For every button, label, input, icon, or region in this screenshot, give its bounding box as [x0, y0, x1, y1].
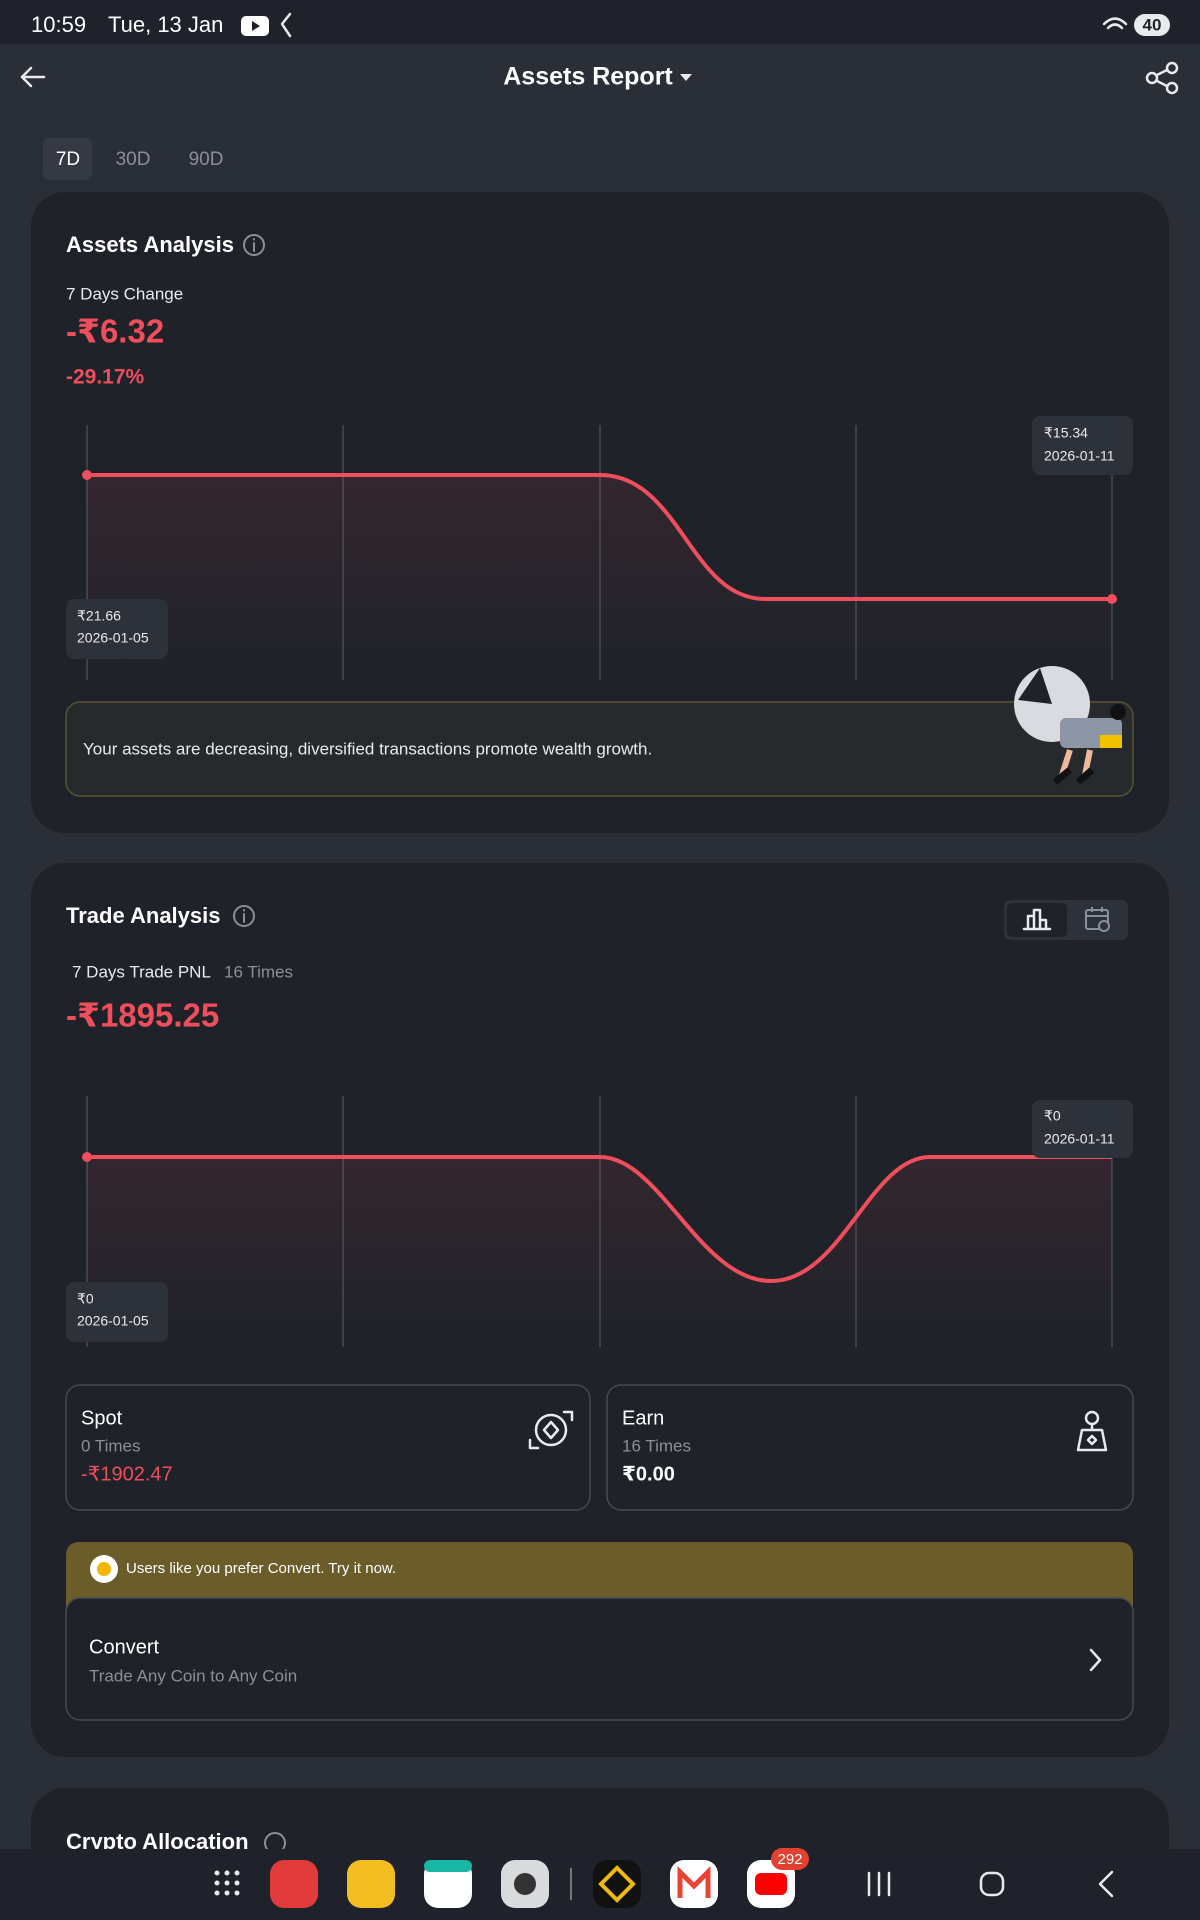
earn-title: Earn — [622, 1407, 664, 1429]
calendar-toggle[interactable] — [1085, 907, 1110, 932]
home-button[interactable] — [979, 1871, 1005, 1897]
convert-chevron[interactable] — [1089, 1648, 1102, 1672]
app-icon[interactable] — [270, 1860, 318, 1908]
card-title: Trade Analysis — [66, 903, 220, 928]
message-text: Your assets are decreasing, diversified … — [83, 739, 652, 758]
youtube-play — [252, 21, 260, 31]
info-icon[interactable] — [243, 234, 265, 256]
promo-text: Users like you prefer Convert. Try it no… — [126, 1560, 396, 1577]
recents-button[interactable] — [867, 1871, 891, 1897]
tab[interactable]: 7D — [56, 149, 80, 170]
earn-icon — [1076, 1410, 1108, 1452]
camera-lens — [514, 1873, 536, 1895]
title-dropdown[interactable] — [680, 74, 692, 81]
spot-count: 0 Times — [81, 1436, 141, 1455]
bar-chart-toggle[interactable] — [1022, 908, 1052, 931]
badge-count: 292 — [777, 1851, 802, 1868]
spot-value: -₹1902.47 — [81, 1463, 173, 1485]
spot-box[interactable] — [65, 1384, 591, 1511]
chart-point — [82, 1152, 92, 1162]
tooltip-date: 2026-01-11 — [1044, 448, 1115, 464]
spot-icon — [528, 1410, 574, 1450]
pnl-label: 7 Days Trade PNL — [72, 962, 211, 981]
change-value: -₹6.32 — [66, 313, 164, 350]
binance-logo — [598, 1865, 636, 1903]
card-title: Assets Analysis — [66, 232, 234, 257]
youtube-logo — [755, 1873, 787, 1895]
promo-emoji — [97, 1562, 111, 1576]
status-time: 10:59 — [31, 12, 86, 37]
convert-box[interactable] — [65, 1597, 1134, 1721]
battery — [1134, 14, 1170, 36]
tab[interactable]: 30D — [116, 149, 151, 170]
assets-chart — [82, 425, 1117, 680]
pnl-value: -₹1895.25 — [66, 997, 219, 1034]
change-percent: -29.17% — [66, 366, 145, 389]
tooltip-date: 2026-01-05 — [77, 1313, 149, 1329]
badge — [771, 1848, 809, 1870]
convert-title: Convert — [89, 1636, 159, 1658]
tooltip-value: ₹15.34 — [1044, 425, 1088, 441]
info-icon[interactable] — [233, 905, 255, 927]
chart-point — [1107, 594, 1117, 604]
gmail-logo — [677, 1865, 711, 1898]
calendar-top — [424, 1860, 472, 1872]
back-button[interactable] — [20, 66, 46, 88]
earn-count: 16 Times — [622, 1436, 691, 1455]
tooltip-value: ₹0 — [77, 1291, 94, 1307]
illustration — [1014, 666, 1126, 785]
tab[interactable]: 90D — [189, 149, 224, 170]
chart-line — [87, 1155, 1112, 1284]
app-drawer[interactable] — [214, 1870, 240, 1896]
chart-point — [82, 470, 92, 480]
tab-active-bg — [43, 138, 92, 180]
wifi-icon — [1102, 17, 1128, 30]
chart-area — [87, 475, 1112, 680]
share-button[interactable] — [1145, 61, 1179, 95]
tooltip-date: 2026-01-05 — [77, 630, 149, 646]
earn-value: ₹0.00 — [622, 1463, 675, 1485]
change-label: 7 Days Change — [66, 284, 183, 303]
trade-chart — [82, 1096, 1113, 1347]
page-title[interactable]: Assets Report — [503, 63, 673, 91]
app-icon[interactable] — [593, 1860, 641, 1908]
tooltip — [66, 1282, 168, 1342]
convert-subtitle: Trade Any Coin to Any Coin — [89, 1666, 297, 1685]
status-date: Tue, 13 Jan — [108, 12, 223, 37]
chart-area — [87, 1157, 1112, 1347]
tooltip-value: ₹21.66 — [77, 608, 121, 624]
chart-line — [87, 473, 1112, 601]
promo-banner — [66, 1542, 1133, 1610]
tooltip — [1032, 416, 1133, 475]
pnl-count: 16 Times — [224, 962, 293, 981]
tooltip — [66, 599, 168, 659]
back-nav-button[interactable] — [1098, 1870, 1114, 1898]
earn-box[interactable] — [606, 1384, 1134, 1511]
toggle-active — [1007, 903, 1067, 937]
tooltip — [1032, 1100, 1133, 1158]
status-bar — [0, 0, 1200, 44]
app-icon[interactable] — [347, 1860, 395, 1908]
battery-level: 40 — [1143, 15, 1162, 34]
tooltip-value: ₹0 — [1044, 1108, 1061, 1124]
spot-title: Spot — [81, 1407, 123, 1429]
tooltip-date: 2026-01-11 — [1044, 1131, 1115, 1147]
message-box — [65, 701, 1134, 797]
status-icon — [280, 12, 292, 38]
